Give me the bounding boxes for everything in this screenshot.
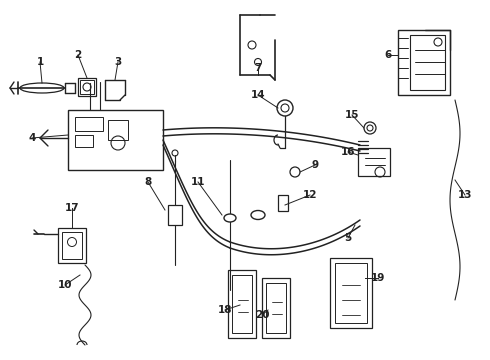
Text: 14: 14	[251, 90, 265, 100]
Text: 6: 6	[384, 50, 392, 60]
Bar	[68, 110, 163, 170]
Bar	[330, 258, 372, 328]
Text: 1: 1	[36, 57, 44, 67]
Text: 9: 9	[312, 160, 318, 170]
Text: 17: 17	[65, 203, 79, 213]
Ellipse shape	[251, 211, 265, 220]
Text: 4: 4	[28, 133, 36, 143]
Text: 19: 19	[371, 273, 385, 283]
Text: 16: 16	[341, 147, 355, 157]
Bar	[232, 275, 252, 333]
Bar	[335, 263, 367, 323]
Text: 15: 15	[345, 110, 359, 120]
Bar	[168, 205, 182, 225]
Bar	[75, 117, 103, 131]
Bar	[398, 30, 450, 95]
Text: 18: 18	[218, 305, 232, 315]
Text: 8: 8	[145, 177, 151, 187]
Bar	[58, 228, 86, 263]
Text: 11: 11	[191, 177, 205, 187]
Bar	[262, 278, 290, 338]
Bar	[78, 78, 96, 96]
Bar	[108, 120, 128, 140]
Bar	[278, 195, 288, 211]
Ellipse shape	[224, 214, 236, 222]
Bar	[358, 148, 390, 176]
Text: 10: 10	[58, 280, 72, 290]
Bar	[75, 135, 93, 147]
Bar	[228, 270, 256, 338]
Bar	[62, 232, 82, 259]
Text: 5: 5	[344, 233, 352, 243]
Bar	[410, 35, 445, 90]
Bar	[266, 283, 286, 333]
Text: 3: 3	[114, 57, 122, 67]
Text: 7: 7	[254, 63, 262, 73]
Bar	[80, 80, 94, 94]
Text: 13: 13	[458, 190, 472, 200]
Text: 20: 20	[255, 310, 269, 320]
Text: 2: 2	[74, 50, 82, 60]
Text: 12: 12	[303, 190, 317, 200]
